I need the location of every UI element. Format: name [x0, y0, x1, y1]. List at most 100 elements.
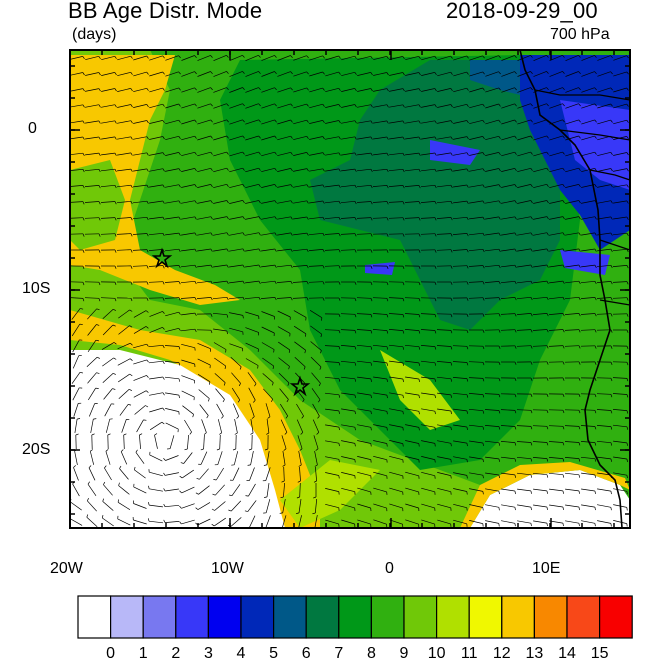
wind-barb — [149, 326, 163, 334]
wind-barb-feather — [530, 297, 533, 301]
wind-barb — [597, 184, 611, 188]
colorbar-box — [338, 595, 372, 639]
wind-barb — [180, 297, 196, 299]
wind-barb-feather — [386, 298, 389, 302]
wind-barb-feather — [594, 71, 597, 75]
wind-barb — [230, 357, 242, 367]
wind-barb — [214, 357, 226, 367]
wind-barb — [612, 232, 628, 236]
wind-barb — [149, 454, 163, 462]
wind-barb — [613, 103, 627, 109]
wind-barb-feather — [402, 282, 405, 286]
wind-barb-feather — [450, 330, 453, 334]
wind-barb — [565, 184, 579, 188]
wind-barb-feather — [210, 200, 213, 204]
wind-barb-feather — [301, 415, 304, 419]
wind-barb — [565, 504, 579, 508]
wind-barb-feather — [306, 249, 309, 253]
wind-barb-feather — [82, 120, 85, 124]
wind-barb-feather — [189, 431, 192, 435]
wind-barb-feather — [434, 362, 437, 366]
wind-barb-feather — [86, 514, 89, 518]
colorbar-label: 2 — [171, 645, 181, 662]
wind-barb — [356, 313, 372, 315]
wind-barb-feather — [146, 88, 149, 91]
wind-barb-feather — [562, 200, 565, 204]
wind-barb-feather — [626, 216, 629, 220]
wind-barb — [485, 168, 499, 172]
wind-barb-feather — [594, 151, 597, 155]
wind-barb — [165, 216, 179, 220]
wind-barb-feather — [226, 55, 229, 58]
wind-barb-feather — [113, 342, 117, 345]
wind-barb-feather — [370, 56, 373, 59]
wind-barb — [341, 472, 355, 476]
wind-barb — [565, 103, 579, 109]
wind-barb — [453, 408, 467, 412]
wind-barb-feather — [210, 135, 213, 139]
wind-barb — [169, 435, 175, 449]
wind-barb — [469, 472, 483, 476]
wind-barb-feather — [313, 480, 317, 483]
wind-barb — [87, 308, 97, 320]
wind-barb — [119, 404, 129, 416]
wind-barb — [340, 217, 356, 219]
wind-barb — [294, 341, 306, 351]
wind-barb — [324, 392, 340, 396]
wind-barb-feather — [194, 71, 197, 75]
wind-barb-feather — [96, 356, 100, 359]
wind-barb — [597, 55, 611, 61]
wind-barb-feather — [482, 281, 485, 285]
wind-barb-feather — [482, 426, 485, 430]
wind-barb-feather — [354, 55, 357, 59]
wind-barb-feather — [546, 297, 549, 301]
wind-barb — [500, 425, 516, 427]
colorbar-box — [370, 595, 405, 639]
wind-barb — [405, 471, 419, 477]
wind-barb-feather — [418, 104, 421, 108]
wind-barb — [148, 344, 164, 348]
wind-barb — [149, 184, 163, 188]
wind-barb-feather — [402, 265, 405, 270]
wind-barb-feather — [450, 55, 453, 59]
wind-barb — [84, 217, 100, 219]
wind-barb-feather — [578, 87, 581, 91]
wind-barb — [245, 135, 259, 141]
wind-barb-feather — [179, 505, 182, 509]
wind-barb — [261, 87, 275, 93]
wind-barb-feather — [626, 281, 629, 285]
wind-barb — [278, 372, 290, 384]
wind-barb — [309, 184, 323, 188]
wind-barb-feather — [434, 346, 437, 350]
wind-barb-feather — [402, 395, 404, 399]
colorbar-label: 10 — [427, 645, 446, 662]
wind-barb — [85, 152, 99, 156]
wind-barb-feather — [162, 281, 165, 285]
wind-barb — [565, 71, 579, 77]
wind-barb-feather — [162, 265, 165, 269]
wind-barb-feather — [162, 200, 165, 204]
wind-barb-feather — [402, 314, 405, 318]
wind-barb — [437, 71, 451, 77]
wind-barb — [133, 184, 147, 188]
wind-barb-feather — [418, 443, 420, 447]
wind-barb-feather — [498, 426, 501, 430]
wind-barb-feather — [290, 200, 293, 204]
wind-barb — [581, 504, 595, 508]
wind-barb — [580, 441, 596, 443]
wind-barb — [501, 504, 515, 508]
wind-barb-feather — [257, 365, 259, 369]
wind-barb — [420, 233, 436, 235]
wind-barb-feather — [338, 313, 341, 318]
wind-barb — [197, 342, 211, 350]
wind-barb-feather — [338, 217, 341, 221]
wind-barb-feather — [530, 119, 533, 123]
wind-barb — [501, 87, 515, 93]
wind-barb — [549, 232, 563, 236]
wind-barb — [117, 88, 131, 92]
wind-barb-feather — [626, 200, 629, 204]
wind-barb — [104, 403, 112, 417]
wind-barb — [517, 216, 531, 220]
wind-barb — [116, 233, 132, 235]
wind-barb-feather — [434, 378, 437, 382]
